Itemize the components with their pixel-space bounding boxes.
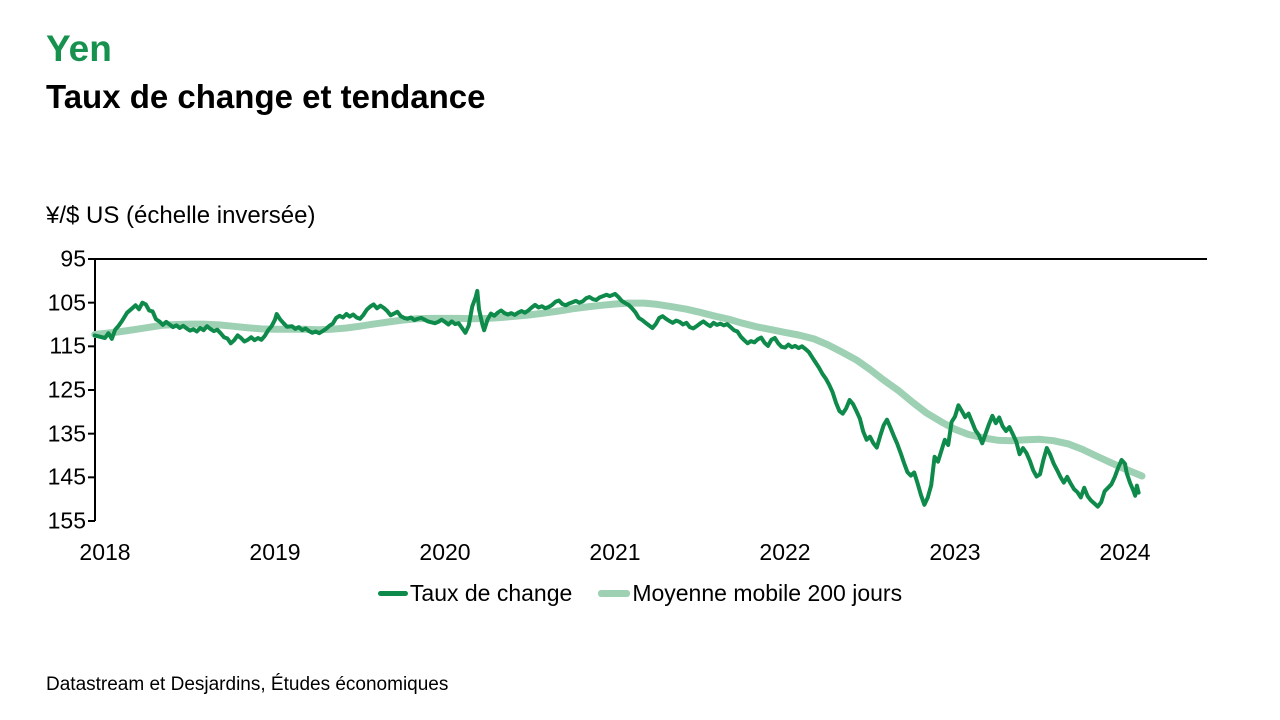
x-axis-tick-labels: 2018 2019 2020 2021 2022 2023 2024 bbox=[0, 541, 1280, 571]
x-tick-label: 2019 bbox=[249, 539, 301, 565]
x-tick-label: 2018 bbox=[79, 539, 131, 565]
x-tick-label: 2021 bbox=[589, 539, 641, 565]
y-tick-label: 105 bbox=[47, 289, 86, 316]
legend-line-swatch-dark-green bbox=[377, 591, 408, 596]
y-tick-label: 95 bbox=[60, 245, 86, 272]
x-tick-label: 2023 bbox=[929, 539, 981, 565]
series-line-moyenne-mobile-200-jours bbox=[91, 299, 1146, 480]
y-axis-tick-labels: 95 105 115 125 135 145 155 bbox=[0, 0, 86, 720]
legend-label: Taux de change bbox=[409, 580, 573, 606]
y-tick-label: 115 bbox=[49, 332, 86, 359]
legend-item-moyenne-mobile: Moyenne mobile 200 jours bbox=[598, 582, 902, 605]
y-axis-unit-label: ¥/$ US (échelle inversée) bbox=[46, 202, 316, 229]
chart-title: Taux de change et tendance bbox=[46, 78, 486, 115]
x-tick-label: 2022 bbox=[759, 539, 811, 565]
legend-item-taux-de-change: Taux de change bbox=[377, 580, 573, 606]
x-tick-label: 2024 bbox=[1099, 539, 1151, 565]
y-tick-label: 135 bbox=[47, 420, 86, 447]
legend-line-swatch-light-green bbox=[598, 590, 631, 597]
y-tick-label: 125 bbox=[47, 376, 86, 403]
source-note: Datastream et Desjardins, Études économi… bbox=[46, 674, 449, 695]
x-tick-label: 2020 bbox=[419, 539, 471, 565]
series-line-taux-de-change bbox=[92, 288, 1141, 509]
y-tick-label: 145 bbox=[47, 463, 86, 490]
y-tick-label: 155 bbox=[47, 507, 86, 534]
chart-legend: Taux de change Moyenne mobile 200 jours bbox=[0, 582, 1280, 605]
page-title: Yen bbox=[46, 28, 112, 69]
legend-label: Moyenne mobile 200 jours bbox=[632, 580, 903, 606]
